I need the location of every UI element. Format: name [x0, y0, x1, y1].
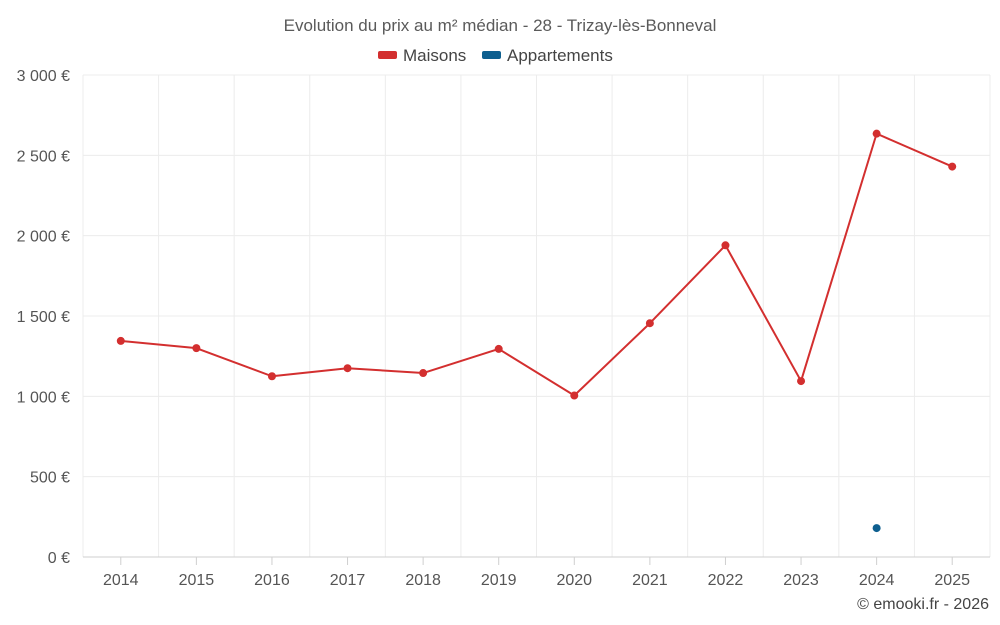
x-tick-label: 2015 [179, 572, 215, 589]
data-point-maisons[interactable] [872, 129, 881, 138]
chart-title: Evolution du prix au m² médian - 28 - Tr… [284, 16, 717, 35]
data-point-maisons[interactable] [419, 369, 428, 378]
data-point-maisons[interactable] [192, 344, 201, 353]
data-point-maisons[interactable] [343, 364, 352, 373]
x-axis: 2014 2015 2016 2017 2018 2019 2020 2021 2022 2023… [83, 556, 990, 589]
y-tick-label: 1 000 € [17, 389, 70, 406]
series-layer [116, 129, 957, 533]
x-tick-label: 2020 [556, 572, 592, 589]
y-tick-label: 1 500 € [17, 309, 70, 326]
y-tick-label: 2 000 € [17, 229, 70, 246]
gridlines [82, 74, 991, 557]
data-point-maisons[interactable] [267, 372, 276, 381]
data-point-maisons[interactable] [494, 344, 503, 353]
legend-swatch-maisons [378, 51, 397, 59]
data-point-maisons[interactable] [116, 336, 125, 345]
x-tick-label: 2025 [934, 572, 970, 589]
legend-label-maisons: Maisons [403, 46, 466, 65]
data-point-maisons[interactable] [645, 319, 654, 328]
x-tick-label: 2021 [632, 572, 668, 589]
data-point-appartements[interactable] [872, 524, 881, 533]
legend-item-maisons[interactable]: Maisons [378, 46, 466, 65]
x-tick-label: 2024 [859, 572, 895, 589]
y-tick-label: 500 € [30, 470, 70, 487]
series-line-maisons [120, 132, 953, 397]
data-point-maisons[interactable] [948, 162, 957, 171]
x-tick-label: 2018 [405, 572, 441, 589]
legend: Maisons Appartements [378, 46, 613, 65]
data-point-maisons[interactable] [721, 241, 730, 250]
y-tick-label: 3 000 € [17, 68, 70, 85]
data-point-maisons[interactable] [570, 391, 579, 400]
legend-item-appartements[interactable]: Appartements [482, 46, 613, 65]
x-tick-label: 2023 [783, 572, 819, 589]
x-tick-label: 2017 [330, 572, 366, 589]
data-point-maisons[interactable] [797, 377, 806, 386]
x-tick-label: 2019 [481, 572, 517, 589]
credit-text[interactable]: © emooki.fr - 2026 [857, 596, 989, 613]
y-tick-label: 0 € [48, 550, 70, 567]
legend-swatch-appartements [482, 51, 501, 59]
x-tick-label: 2022 [708, 572, 744, 589]
legend-label-appartements: Appartements [507, 46, 613, 65]
x-tick-label: 2014 [103, 572, 139, 589]
y-tick-label: 2 500 € [17, 148, 70, 165]
x-tick-label: 2016 [254, 572, 290, 589]
y-axis: 0 € 500 € 1 000 € 1 500 € 2 000 € 2 500 € 3 00… [17, 68, 70, 567]
